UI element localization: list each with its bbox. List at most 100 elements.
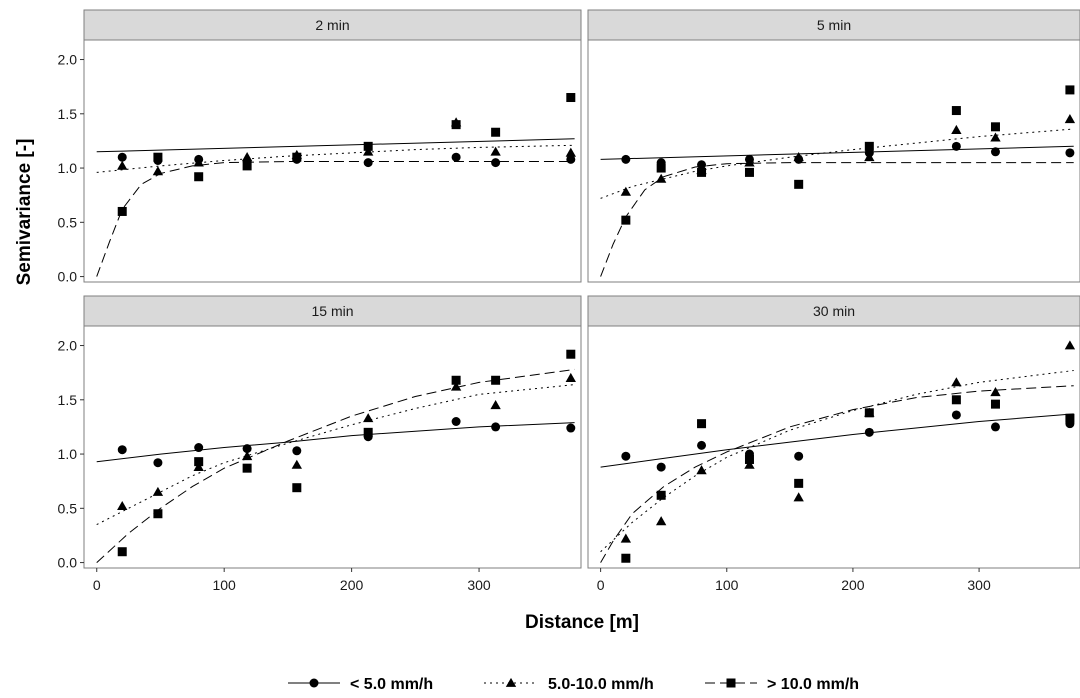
data-point-series-3 <box>491 375 501 385</box>
fit-line-series-2 <box>96 384 575 526</box>
data-point-series-1 <box>292 446 302 456</box>
legend-item-1: < 5.0 mm/h <box>288 676 433 693</box>
data-point-series-3 <box>153 509 163 519</box>
data-point-series-1 <box>1065 148 1075 158</box>
data-point-series-2 <box>990 387 1001 397</box>
data-point-series-2 <box>864 152 875 162</box>
x-tick-label: 300 <box>467 577 491 593</box>
data-point-series-3 <box>491 127 501 137</box>
data-point-series-1 <box>951 410 961 420</box>
data-point-series-3 <box>990 399 1000 409</box>
data-point-series-2 <box>565 147 576 157</box>
x-tick-label: 0 <box>597 577 605 593</box>
data-point-series-2 <box>990 132 1001 142</box>
data-point-series-3 <box>242 161 252 171</box>
data-point-series-2 <box>450 381 462 391</box>
data-point-series-3 <box>292 152 302 162</box>
legend-label: 5.0-10.0 mm/h <box>548 676 654 693</box>
data-point-series-3 <box>1065 85 1075 95</box>
facet-strip <box>587 295 1080 327</box>
data-point-series-1 <box>864 427 874 437</box>
data-point-series-1 <box>451 152 461 162</box>
data-point-series-1 <box>194 443 204 453</box>
data-point-series-2 <box>291 459 302 469</box>
plot-area <box>83 325 582 569</box>
data-point-series-3 <box>744 454 754 464</box>
data-point-series-2 <box>793 492 804 502</box>
data-point-series-3 <box>566 93 576 103</box>
data-point-series-2 <box>1064 114 1076 124</box>
data-point-series-2 <box>363 413 374 423</box>
data-point-series-1 <box>117 152 127 162</box>
data-point-series-3 <box>566 349 576 359</box>
x-tick-label: 300 <box>967 577 991 593</box>
plot-area <box>587 325 1080 569</box>
y-tick-label: 1.5 <box>58 392 78 408</box>
fit-line-series-1 <box>600 413 1074 468</box>
legend-marker <box>309 678 319 688</box>
y-tick-label: 0.0 <box>58 555 78 571</box>
fit-line-series-3 <box>600 162 1074 277</box>
data-point-series-2 <box>117 500 128 511</box>
legend-label: > 10.0 mm/h <box>767 676 859 693</box>
data-point-series-3 <box>697 167 707 177</box>
data-point-series-2 <box>744 157 755 167</box>
data-point-series-3 <box>292 483 302 493</box>
data-point-series-1 <box>566 154 576 164</box>
data-point-series-1 <box>117 445 127 455</box>
facet-strip <box>83 295 582 327</box>
data-point-series-1 <box>656 462 666 472</box>
facet-title: 5 min <box>817 17 851 33</box>
fit-line-series-3 <box>96 161 575 277</box>
data-point-series-3 <box>153 152 163 162</box>
data-point-series-3 <box>451 375 461 385</box>
legend-item-2: 5.0-10.0 mm/h <box>484 676 654 693</box>
data-point-series-3 <box>744 167 754 177</box>
data-point-series-2 <box>744 459 755 469</box>
data-point-series-2 <box>241 152 253 162</box>
data-point-series-2 <box>620 533 632 543</box>
data-point-series-1 <box>697 160 707 170</box>
fit-line-series-1 <box>96 422 575 463</box>
data-point-series-3 <box>951 106 961 116</box>
plot-area <box>587 39 1080 283</box>
fit-line-series-3 <box>96 368 575 563</box>
data-point-series-1 <box>153 458 163 468</box>
data-point-series-1 <box>621 154 631 164</box>
data-point-series-2 <box>655 173 667 183</box>
data-point-series-3 <box>451 120 461 130</box>
data-point-series-2 <box>241 451 253 461</box>
data-point-series-2 <box>951 124 962 134</box>
data-point-series-3 <box>194 172 204 182</box>
panel-1: 2 min 0.0 0.5 1.0 1.5 2.0 <box>58 9 582 285</box>
y-tick-label: 1.0 <box>58 446 78 462</box>
data-point-series-3 <box>656 490 666 500</box>
facet-strip <box>587 9 1080 41</box>
data-point-series-1 <box>566 423 576 433</box>
data-point-series-3 <box>951 395 961 405</box>
data-point-series-3 <box>656 163 666 173</box>
y-tick-label: 0.5 <box>58 500 78 516</box>
data-point-series-2 <box>152 486 164 496</box>
data-point-series-2 <box>193 461 204 471</box>
data-point-series-2 <box>655 516 667 526</box>
data-point-series-1 <box>990 147 1000 157</box>
data-point-series-3 <box>117 206 127 216</box>
data-point-series-3 <box>864 141 874 151</box>
y-axis-title: Semivariance [-] <box>14 139 35 286</box>
data-point-series-2 <box>951 377 962 387</box>
data-point-series-1 <box>363 158 373 168</box>
panels-group: 2 min 0.0 0.5 1.0 1.5 2.0 5 min 15 min 0.0 0.5 1.0… <box>58 9 1080 593</box>
data-point-series-3 <box>864 408 874 418</box>
data-point-series-2 <box>363 146 374 156</box>
data-point-series-1 <box>697 440 707 450</box>
data-point-series-3 <box>194 457 204 467</box>
data-point-series-3 <box>990 122 1000 132</box>
facet-title: 15 min <box>311 303 353 319</box>
fit-line-series-2 <box>96 144 575 173</box>
data-point-series-3 <box>242 463 252 473</box>
x-tick-label: 200 <box>340 577 364 593</box>
data-point-series-2 <box>565 372 576 382</box>
data-point-series-2 <box>117 160 128 170</box>
